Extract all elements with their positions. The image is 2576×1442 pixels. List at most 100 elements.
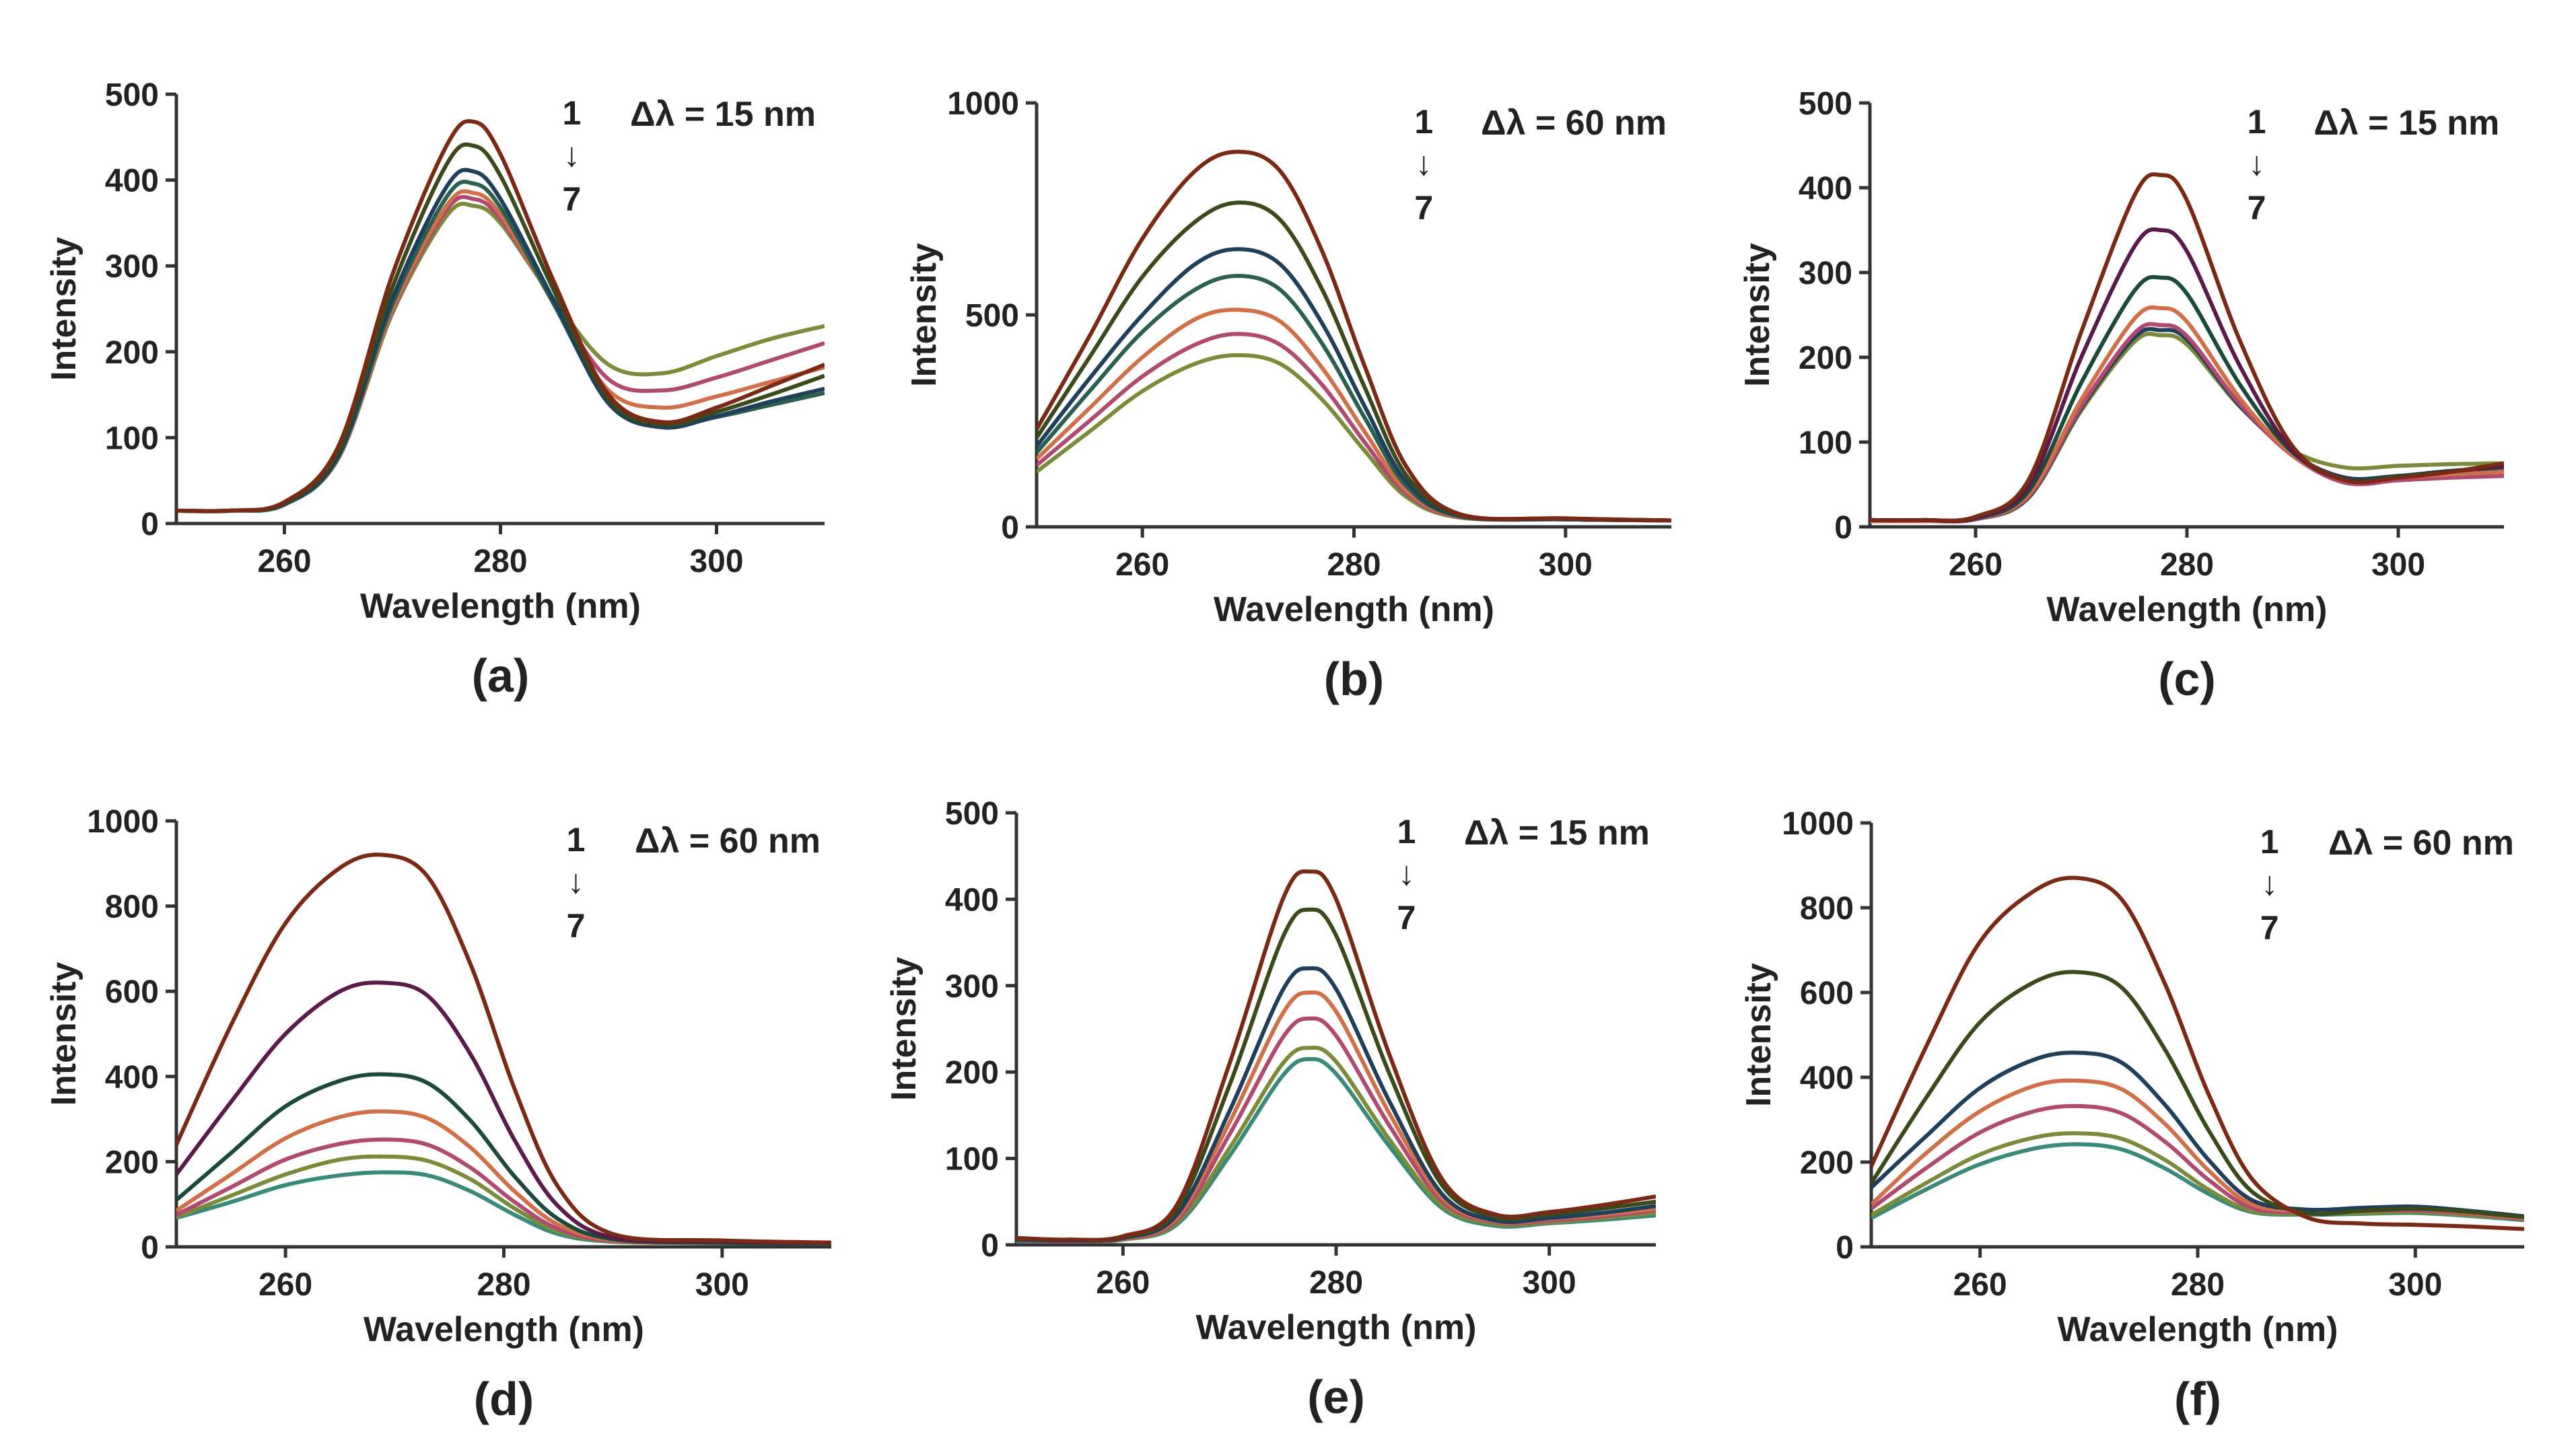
series-line-7: [1037, 353, 1671, 523]
y-tick-label: 400: [105, 1060, 159, 1095]
series-line-7: [176, 201, 825, 513]
y-tick-label: 800: [105, 890, 159, 925]
order-end-label: 7: [1397, 899, 1416, 937]
series-line-1: [1016, 869, 1656, 1242]
y-tick-label: 400: [945, 882, 999, 918]
panel-label: (c): [2158, 653, 2216, 705]
panel-label: (e): [1307, 1371, 1365, 1423]
order-arrow: ↓: [2248, 145, 2265, 182]
x-tick-label: 280: [473, 544, 527, 579]
series-line-3: [176, 1072, 831, 1246]
delta-lambda-label: Δλ = 15 nm: [1464, 814, 1650, 853]
order-start-label: 1: [1397, 813, 1416, 851]
series-line-1: [1871, 875, 2524, 1231]
x-tick-label: 300: [1539, 547, 1593, 583]
y-axis-title: Intensity: [1739, 963, 1778, 1107]
order-arrow: ↓: [2261, 865, 2278, 902]
panel-d: 0 200 400 600 800 1000 260 280 300 Wavelength (nm…: [44, 804, 831, 1425]
y-tick-label: 200: [1799, 340, 1852, 376]
order-start-label: 1: [567, 821, 586, 859]
series-line-6: [1870, 326, 2504, 524]
x-axis-title: Wavelength (nm): [360, 587, 641, 626]
panel-label: (a): [472, 649, 530, 702]
x-tick-label: 280: [477, 1267, 530, 1303]
series-line-5: [176, 1137, 831, 1246]
x-tick-label: 260: [1096, 1265, 1150, 1301]
order-end-label: 7: [2248, 189, 2266, 227]
y-tick-label: 300: [945, 969, 999, 1005]
x-tick-label: 260: [1949, 547, 2003, 583]
y-tick-label: 100: [105, 421, 159, 456]
series-line-6: [176, 1154, 831, 1246]
order-start-label: 1: [563, 94, 582, 132]
series-group: [1037, 149, 1671, 523]
order-end-label: 7: [1414, 189, 1433, 227]
y-tick-label: 500: [945, 796, 999, 832]
series-group: [176, 853, 831, 1246]
y-tick-label: 0: [1834, 510, 1852, 546]
y-tick-label: 0: [1836, 1230, 1854, 1266]
order-start-label: 1: [1414, 103, 1433, 141]
x-tick-label: 280: [2171, 1267, 2225, 1303]
order-end-label: 7: [2260, 909, 2279, 947]
delta-lambda-label: Δλ = 60 nm: [1481, 104, 1667, 143]
series-line-1: [1870, 172, 2504, 523]
series-line-2: [1037, 201, 1671, 523]
series-group: [1870, 172, 2504, 524]
order-arrow: ↓: [563, 136, 580, 174]
series-group: [1871, 875, 2524, 1231]
series-line-1: [1037, 149, 1671, 523]
y-tick-label: 600: [105, 974, 159, 1010]
series-line-1: [176, 853, 831, 1245]
order-end-label: 7: [567, 907, 586, 945]
panel-b: 0 500 1000 260 280 300 Wavelength (nm) Intensit…: [905, 86, 1671, 705]
x-tick-label: 260: [258, 1267, 312, 1303]
x-tick-label: 280: [2160, 547, 2214, 583]
y-tick-label: 200: [1800, 1145, 1854, 1181]
y-tick-label: 0: [141, 1230, 159, 1266]
order-start-label: 1: [2260, 823, 2279, 861]
order-start-label: 1: [2248, 103, 2266, 141]
series-line-3: [1870, 275, 2504, 524]
delta-lambda-label: Δλ = 15 nm: [630, 95, 816, 134]
panel-c: 0 100 200 300 400 500 260 280 300 Wavelength (nm)…: [1738, 86, 2504, 705]
panel-label: (d): [474, 1373, 534, 1425]
y-tick-label: 400: [105, 164, 159, 199]
y-tick-label: 0: [1001, 510, 1019, 546]
y-axis-title: Intensity: [905, 243, 944, 387]
series-line-5: [1016, 1016, 1656, 1243]
y-tick-label: 200: [945, 1055, 999, 1091]
y-tick-label: 200: [105, 335, 159, 371]
y-tick-label: 500: [1799, 86, 1852, 122]
x-tick-label: 300: [695, 1267, 749, 1303]
x-tick-label: 300: [1523, 1265, 1576, 1301]
order-arrow: ↓: [1398, 855, 1415, 892]
series-line-5: [1871, 1104, 2524, 1221]
order-end-label: 7: [563, 180, 582, 218]
series-line-3: [1871, 1050, 2524, 1219]
y-tick-label: 200: [105, 1145, 159, 1180]
series-line-1: [176, 119, 825, 513]
series-line-4: [1016, 990, 1656, 1243]
y-tick-label: 0: [141, 507, 159, 542]
y-tick-label: 400: [1800, 1060, 1854, 1096]
y-tick-label: 800: [1800, 891, 1854, 927]
y-tick-label: 100: [945, 1142, 999, 1178]
x-tick-label: 280: [1327, 547, 1381, 583]
delta-lambda-label: Δλ = 15 nm: [2313, 104, 2499, 143]
panel-label: (b): [1324, 653, 1384, 705]
x-axis-title: Wavelength (nm): [363, 1310, 644, 1349]
x-tick-label: 300: [2371, 547, 2425, 583]
x-axis-title: Wavelength (nm): [1214, 590, 1494, 629]
series-line-5: [1870, 322, 2504, 524]
x-axis-title: Wavelength (nm): [1196, 1308, 1477, 1347]
x-tick-label: 300: [2388, 1267, 2442, 1303]
x-tick-label: 260: [1115, 547, 1169, 583]
panel-label: (f): [2174, 1373, 2221, 1425]
panel-f: 0 200 400 600 800 1000 260 280 300 Wavelength (nm…: [1739, 806, 2524, 1425]
x-axis-title: Wavelength (nm): [2058, 1310, 2338, 1349]
y-tick-label: 500: [105, 77, 159, 113]
y-axis-title: Intensity: [44, 962, 83, 1106]
panel-e: 0 100 200 300 400 500 260 280 300 Wavelength (nm)…: [884, 796, 1656, 1423]
